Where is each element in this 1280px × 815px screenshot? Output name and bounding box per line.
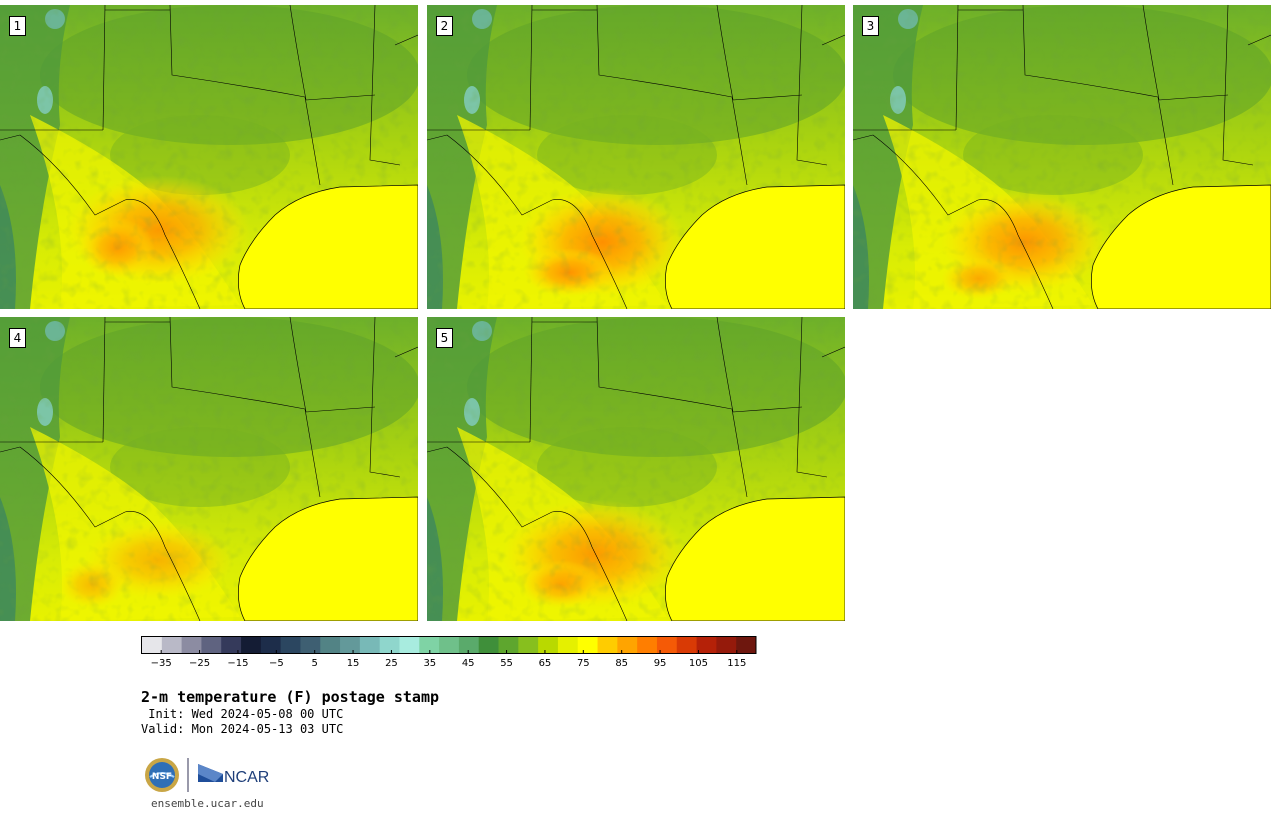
colorbar-swatch [439,636,460,654]
colorbar-tick-label: 95 [653,658,667,669]
panel-number-label: 4 [9,328,26,348]
logos: NSF NCAR [145,758,269,792]
panel-number-label: 5 [436,328,453,348]
colorbar-swatch [597,636,618,654]
ensemble-member-panel-1: 1 [0,5,418,309]
ensemble-member-panel-5: 5 [427,317,845,621]
valid-time: Valid: Mon 2024-05-13 03 UTC [141,722,344,736]
ensemble-member-panel-3: 3 [853,5,1271,309]
temperature-map [853,5,1271,309]
colorbar-swatch [577,636,598,654]
colorbar-tick-label: 5 [311,658,318,669]
colorbar-swatch [498,636,519,654]
temperature-map [0,317,418,621]
colorbar-swatch [359,636,381,654]
colorbar-swatch [260,636,282,654]
panel-number-label: 3 [862,16,879,36]
ncar-logo-text: NCAR [224,769,269,786]
colorbar-tick-label: −35 [150,658,172,669]
colorbar-swatch [617,636,638,654]
temperature-map [427,5,845,309]
colorbar-swatch [340,636,361,654]
colorbar-tick-label: 25 [385,658,398,669]
colorbar-tick-label: −15 [227,658,249,669]
colorbar-swatch [300,636,321,654]
colorbar-swatch [696,636,717,654]
colorbar-swatch [181,636,202,654]
ensemble-member-panel-4: 4 [0,317,418,621]
colorbar-swatch [716,636,737,654]
ncar-logo: NCAR [198,764,269,786]
temperature-map [427,317,845,621]
colorbar-swatch [637,636,658,654]
colorbar-tick-label: 75 [576,658,590,669]
colorbar-swatch [736,636,757,654]
colorbar-tick-label: 115 [727,658,747,669]
panel-number-label: 2 [436,16,453,36]
colorbar-tick-label: 65 [538,658,552,669]
colorbar-swatch [676,636,697,654]
colorbar-tick-label: −5 [268,658,284,669]
colorbar-swatch [320,636,341,654]
colorbar-swatch [557,636,579,654]
colorbar-swatch [161,636,183,654]
colorbar-tick-label: 105 [688,658,708,669]
colorbar-tick-label: 35 [423,658,437,669]
nsf-logo: NSF [145,758,179,792]
colorbar-tick-label: 55 [500,658,513,669]
temperature-map [0,5,418,309]
colorbar-swatch [458,636,480,654]
colorbar-swatch [399,636,420,654]
colorbar-swatch [379,636,400,654]
colorbar-tick-label: 45 [461,658,475,669]
colorbar-swatch [478,636,499,654]
plot-title: 2-m temperature (F) postage stamp [141,688,440,706]
init-time: Init: Wed 2024-05-08 00 UTC [141,707,344,721]
colorbar-swatch [201,636,222,654]
colorbar-tick-label: −25 [189,658,211,669]
colorbar [141,636,757,654]
colorbar-swatch [142,636,163,654]
colorbar-tick-label: 15 [346,658,360,669]
colorbar-swatch [518,636,539,654]
panel-number-label: 1 [9,16,26,36]
colorbar-swatch [221,636,242,654]
colorbar-swatch [656,636,678,654]
site-url[interactable]: ensemble.ucar.edu [151,797,264,810]
colorbar-swatch [280,636,301,654]
colorbar-swatch [241,636,262,654]
colorbar-swatch [419,636,440,654]
colorbar-swatch [538,636,559,654]
nsf-logo-text: NSF [152,772,172,782]
colorbar-tick-label: 85 [615,658,629,669]
ensemble-member-panel-2: 2 [427,5,845,309]
